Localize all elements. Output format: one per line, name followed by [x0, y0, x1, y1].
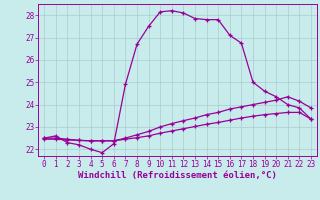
X-axis label: Windchill (Refroidissement éolien,°C): Windchill (Refroidissement éolien,°C): [78, 171, 277, 180]
